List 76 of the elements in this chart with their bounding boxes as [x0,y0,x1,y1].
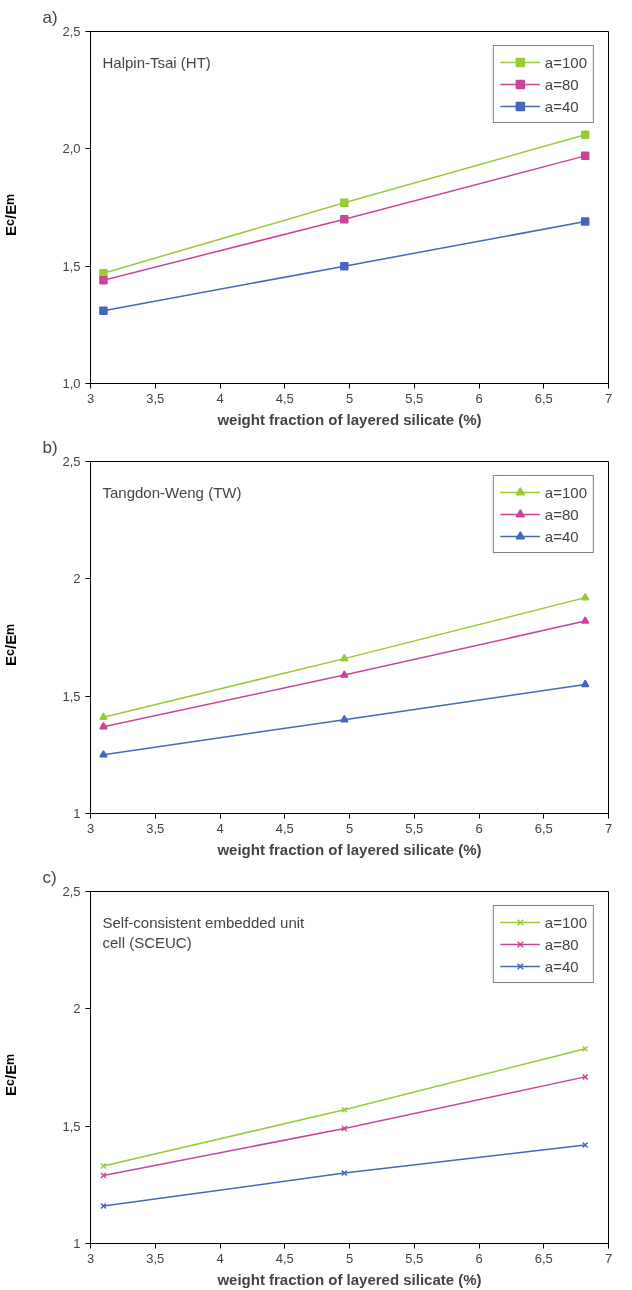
point [99,712,108,721]
x-tick-label: 4 [216,820,224,836]
x-tick-label: 3 [86,390,95,406]
point [340,214,349,224]
point [580,616,590,624]
chart-title: b) [42,437,58,457]
x-axis-title: weight fraction of layered silicate (%) [216,410,482,428]
point [340,198,349,208]
x-tick-label: 4,5 [275,1250,294,1266]
point [580,130,590,139]
x-tick-label: 6 [475,1250,483,1266]
y-tick-label: 1,5 [62,1118,81,1134]
point [99,750,108,758]
x-tick-label: 5,5 [405,820,424,836]
x-tick-label: 5 [345,390,354,406]
legend-label: a=80 [544,935,579,953]
x-tick-label: 3,5 [146,1250,165,1266]
x-tick-label: 3,5 [146,820,165,836]
y-tick-label: 2,5 [62,24,81,39]
y-tick-label: 1 [73,1236,81,1251]
x-tick-label: 4 [216,390,224,406]
legend-label: a=100 [544,483,587,501]
point [580,217,590,226]
point [580,592,590,601]
point [340,670,349,678]
point [341,1106,348,1113]
x-tick-label: 4,5 [275,390,294,406]
point [340,653,349,662]
annotation: Halpin-Tsai (HT) [102,53,211,71]
point [340,261,349,271]
x-tick-label: 6 [475,390,483,406]
legend-label: a=80 [544,75,579,93]
point [99,268,108,278]
point [99,721,108,730]
x-tick-label: 3 [86,820,95,836]
legend-label: a=40 [544,527,579,545]
legend-label: a=40 [544,97,579,115]
chart-title: c) [42,867,57,887]
annotation: Tangdon-Weng (TW) [102,483,242,501]
x-tick-label: 4 [216,1250,224,1266]
y-tick-label: 1,0 [62,376,81,391]
y-tick-label: 2,5 [62,454,81,469]
x-tick-label: 3,5 [146,390,165,406]
x-tick-label: 7 [604,1250,613,1266]
y-tick-label: 1 [73,806,81,821]
x-tick-label: 6 [475,820,483,836]
y-tick-label: 2,0 [62,141,81,157]
x-axis-title: weight fraction of layered silicate (%) [216,1270,482,1288]
point [99,306,108,315]
point [580,679,590,688]
x-tick-label: 7 [604,390,613,406]
x-tick-label: 3 [86,1250,95,1266]
point [99,276,108,285]
legend-label: a=100 [544,913,587,931]
x-tick-label: 6,5 [534,1250,553,1266]
x-tick-label: 5,5 [405,390,424,406]
x-tick-label: 4,5 [275,820,294,836]
chart-title: a) [42,7,58,27]
y-tick-label: 2,5 [62,884,81,899]
y-tick-label: 1,5 [62,688,81,704]
x-tick-label: 6,5 [534,390,553,406]
x-axis-title: weight fraction of layered silicate (%) [216,840,482,858]
x-tick-label: 7 [604,820,613,836]
x-tick-label: 5 [345,820,354,836]
legend-label: a=80 [544,505,579,523]
legend-label: a=40 [544,957,579,975]
annotation: Self-consistent embedded unit cell (SCEUC) [102,913,306,951]
y-tick-label: 2 [73,571,81,587]
x-tick-label: 5,5 [405,1250,424,1266]
y-tick-label: 2 [73,1001,81,1017]
y-tick-label: 1,5 [62,258,81,274]
point [580,151,590,161]
legend-label: a=100 [544,53,587,71]
x-tick-label: 5 [345,1250,354,1266]
point [340,714,349,723]
x-tick-label: 6,5 [534,820,553,836]
